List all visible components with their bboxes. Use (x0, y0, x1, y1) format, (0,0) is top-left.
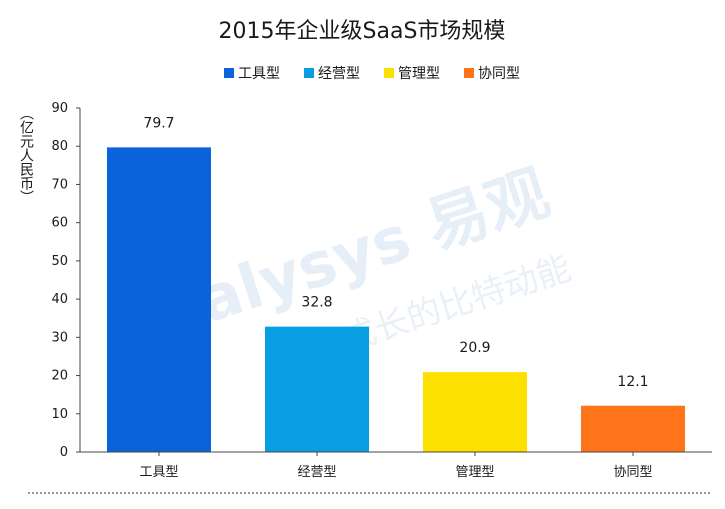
y-tick-label: 20 (51, 369, 68, 384)
legend-swatch (464, 68, 474, 78)
y-axis-label: （亿元人民币） (18, 106, 34, 204)
y-tick-label: 90 (51, 101, 68, 116)
legend-label: 协同型 (478, 66, 520, 82)
y-tick-label: 80 (51, 139, 68, 154)
legend-item: 协同型 (464, 66, 520, 82)
bar (107, 147, 211, 452)
legend-label: 工具型 (238, 66, 280, 82)
x-tick-label: 协同型 (613, 465, 652, 480)
x-tick-label: 经营型 (297, 465, 336, 480)
bar (265, 326, 369, 452)
y-tick-label: 30 (51, 330, 68, 345)
legend-label: 管理型 (398, 66, 440, 82)
data-label: 79.7 (143, 115, 174, 131)
legend: 工具型 经营型 管理型 协同型 (224, 66, 520, 82)
data-label: 20.9 (459, 340, 490, 356)
x-tick-label: 管理型 (455, 465, 494, 480)
y-tick-label: 60 (51, 216, 68, 231)
data-label: 32.8 (301, 295, 332, 311)
y-tick-label: 50 (51, 254, 68, 269)
legend-label: 经营型 (318, 66, 360, 82)
legend-swatch (384, 68, 394, 78)
y-tick-label: 40 (51, 292, 68, 307)
x-tick-label: 工具型 (139, 465, 178, 480)
legend-swatch (224, 68, 234, 78)
legend-item: 工具型 (224, 66, 280, 82)
bar (423, 372, 527, 452)
bars: 79.7 32.8 20.9 12.1 (107, 115, 685, 452)
bar (581, 405, 685, 452)
legend-item: 经营型 (304, 66, 360, 82)
legend-item: 管理型 (384, 66, 440, 82)
y-tick-label: 10 (51, 407, 68, 422)
y-tick-label: 0 (60, 445, 68, 460)
legend-swatch (304, 68, 314, 78)
chart-title: 2015年企业级SaaS市场规模 (219, 19, 506, 44)
y-axis: 0 10 20 30 40 50 60 70 80 90 (51, 101, 81, 460)
y-tick-label: 70 (51, 177, 68, 192)
x-axis: 工具型 经营型 管理型 协同型 (80, 451, 712, 480)
data-label: 12.1 (617, 374, 648, 390)
